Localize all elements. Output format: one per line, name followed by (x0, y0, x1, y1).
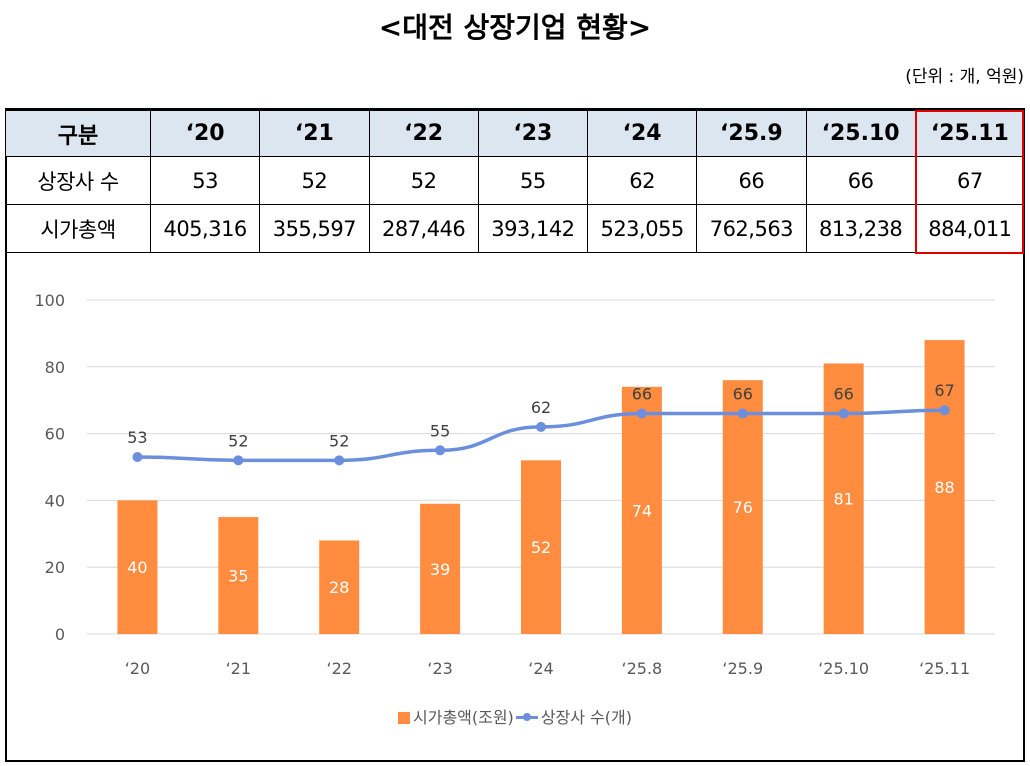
line-data-label: 53 (127, 428, 147, 447)
line-point (536, 421, 546, 432)
header-cell: ‘25.11 (914, 110, 1026, 157)
x-tick-label: ‘22 (326, 659, 351, 678)
line-data-label: 67 (934, 381, 954, 400)
header-cell: 구분 (5, 110, 151, 157)
table-cell: 393,142 (477, 204, 589, 253)
legend-line-label: 상장사 수(개) (540, 708, 632, 727)
bar (924, 340, 965, 634)
table-cell: 523,055 (586, 204, 698, 253)
line-data-label: 62 (531, 398, 551, 417)
y-tick-label: 0 (55, 625, 65, 644)
line-data-label: 52 (329, 431, 349, 450)
line-data-label: 66 (632, 385, 652, 404)
page-title: <대전 상장기업 현황> (378, 11, 652, 44)
x-tick-label: ‘25.11 (919, 659, 970, 678)
legend-bar-swatch (398, 712, 410, 724)
bar-data-label: 28 (329, 578, 349, 597)
bar (621, 386, 662, 634)
bar (117, 500, 158, 634)
content-frame (5, 108, 1025, 762)
bar (218, 517, 259, 634)
x-tick-label: ‘25.9 (722, 659, 763, 678)
legend: 시가총액(조원) 상장사 수(개) (0, 704, 1030, 728)
data-table: 구분 ‘20 ‘21 ‘22 ‘23 ‘24 ‘25.9 ‘25.10 ‘25.… (5, 110, 1026, 253)
x-tick-label: ‘24 (528, 659, 553, 678)
x-tick-label: ‘23 (427, 659, 452, 678)
header-cell: ‘24 (586, 110, 698, 157)
table-header-row: 구분 ‘20 ‘21 ‘22 ‘23 ‘24 ‘25.9 ‘25.10 ‘25.… (5, 110, 1026, 157)
bar (420, 503, 461, 634)
line-point (939, 405, 950, 416)
table-cell: 405,316 (149, 204, 261, 253)
bar-data-label: 74 (632, 501, 652, 520)
line-data-label: 52 (228, 431, 248, 450)
bar (521, 460, 561, 634)
y-tick-label: 100 (34, 291, 65, 310)
row-label: 시가총액 (5, 204, 151, 253)
line-point (737, 408, 748, 419)
table-row: 상장사 수 53 52 52 55 62 66 66 67 (5, 156, 1026, 205)
bar-data-label: 52 (531, 538, 551, 557)
legend-line-swatch (515, 713, 538, 721)
line-point (132, 451, 143, 462)
bar-data-label: 81 (833, 490, 853, 509)
series-line (137, 408, 945, 463)
unit-label: (단위 : 개, 억원) (905, 67, 1024, 87)
table-cell: 67 (914, 156, 1026, 205)
line-point (838, 408, 849, 419)
bar-data-label: 76 (733, 498, 753, 517)
table-cell: 52 (259, 156, 370, 205)
x-tick-label: ‘25.8 (622, 659, 663, 678)
bar-data-label: 40 (127, 558, 147, 577)
x-tick-label: ‘20 (125, 659, 150, 678)
header-cell: ‘20 (149, 110, 261, 157)
line-data-label: 55 (430, 421, 450, 440)
header-cell: ‘23 (477, 110, 589, 157)
table-cell: 52 (368, 156, 479, 205)
y-tick-label: 80 (45, 358, 65, 377)
line-data-label: 66 (733, 385, 753, 404)
bar-data-label: 88 (934, 478, 954, 497)
x-tick-label: ‘21 (226, 659, 251, 678)
bar (823, 363, 864, 634)
highlight-box (915, 110, 1024, 254)
bar-data-label: 35 (228, 567, 248, 586)
table-cell: 762,563 (696, 204, 807, 253)
line-point (636, 408, 647, 419)
line-point (435, 445, 446, 456)
table-cell: 66 (805, 156, 916, 205)
line-point (233, 455, 244, 466)
header-cell: ‘25.9 (696, 110, 807, 157)
legend-bar-label: 시가총액(조원) (413, 708, 514, 727)
row-label: 상장사 수 (5, 156, 151, 205)
table-cell: 355,597 (259, 204, 370, 253)
line-data-label: 66 (833, 385, 853, 404)
bar (319, 540, 360, 634)
bar-data-label: 39 (430, 560, 450, 579)
y-tick-label: 60 (45, 425, 65, 444)
y-tick-label: 40 (45, 491, 65, 510)
table-cell: 53 (149, 156, 261, 205)
line-point (334, 455, 345, 466)
x-tick-label: ‘25.10 (818, 659, 869, 678)
header-cell: ‘25.10 (805, 110, 916, 157)
bar (722, 380, 763, 634)
table-cell: 62 (586, 156, 698, 205)
y-tick-label: 20 (45, 558, 65, 577)
